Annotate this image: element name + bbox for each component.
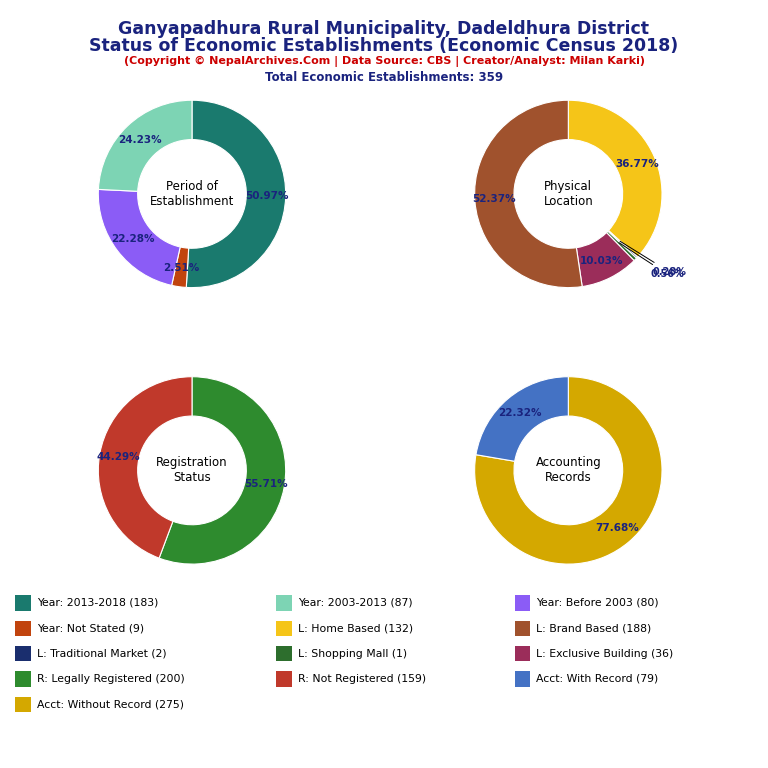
Wedge shape <box>98 190 180 286</box>
Text: Accounting
Records: Accounting Records <box>535 456 601 485</box>
Text: 2.51%: 2.51% <box>164 263 200 273</box>
Text: Period of
Establishment: Period of Establishment <box>150 180 234 208</box>
Text: 77.68%: 77.68% <box>594 523 638 533</box>
Text: R: Not Registered (159): R: Not Registered (159) <box>298 674 426 684</box>
Wedge shape <box>171 247 189 287</box>
Text: 36.77%: 36.77% <box>615 159 659 169</box>
Text: Registration
Status: Registration Status <box>156 456 228 485</box>
Text: Year: 2003-2013 (87): Year: 2003-2013 (87) <box>298 598 412 608</box>
Text: Year: Not Stated (9): Year: Not Stated (9) <box>37 623 144 634</box>
Text: Total Economic Establishments: 359: Total Economic Establishments: 359 <box>265 71 503 84</box>
Wedge shape <box>476 376 568 462</box>
Wedge shape <box>98 101 192 191</box>
Text: 50.97%: 50.97% <box>245 191 289 201</box>
Text: 55.71%: 55.71% <box>244 478 287 488</box>
Text: 22.32%: 22.32% <box>498 408 541 418</box>
Text: Acct: Without Record (275): Acct: Without Record (275) <box>37 699 184 710</box>
Text: Ganyapadhura Rural Municipality, Dadeldhura District: Ganyapadhura Rural Municipality, Dadeldh… <box>118 20 650 38</box>
Text: L: Exclusive Building (36): L: Exclusive Building (36) <box>536 648 674 659</box>
Wedge shape <box>607 230 637 258</box>
Text: Year: Before 2003 (80): Year: Before 2003 (80) <box>536 598 659 608</box>
Text: Status of Economic Establishments (Economic Census 2018): Status of Economic Establishments (Econo… <box>89 37 679 55</box>
Wedge shape <box>159 376 286 564</box>
Wedge shape <box>607 231 637 260</box>
Text: 10.03%: 10.03% <box>580 256 624 266</box>
Text: L: Traditional Market (2): L: Traditional Market (2) <box>37 648 167 659</box>
Text: 52.37%: 52.37% <box>472 194 515 204</box>
Text: (Copyright © NepalArchives.Com | Data Source: CBS | Creator/Analyst: Milan Karki: (Copyright © NepalArchives.Com | Data So… <box>124 56 644 67</box>
Text: 0.28%: 0.28% <box>620 241 686 276</box>
Text: Physical
Location: Physical Location <box>544 180 593 208</box>
Text: 0.56%: 0.56% <box>619 243 684 279</box>
Wedge shape <box>187 101 286 287</box>
Text: 24.23%: 24.23% <box>118 134 162 144</box>
Text: Year: 2013-2018 (183): Year: 2013-2018 (183) <box>37 598 158 608</box>
Wedge shape <box>98 376 192 558</box>
Text: L: Shopping Mall (1): L: Shopping Mall (1) <box>298 648 407 659</box>
Text: L: Home Based (132): L: Home Based (132) <box>298 623 413 634</box>
Wedge shape <box>576 233 634 286</box>
Text: 22.28%: 22.28% <box>111 234 154 244</box>
Text: 44.29%: 44.29% <box>97 452 140 462</box>
Text: R: Legally Registered (200): R: Legally Registered (200) <box>37 674 184 684</box>
Wedge shape <box>568 101 662 257</box>
Text: Acct: With Record (79): Acct: With Record (79) <box>536 674 658 684</box>
Wedge shape <box>475 376 662 564</box>
Text: L: Brand Based (188): L: Brand Based (188) <box>536 623 651 634</box>
Wedge shape <box>475 100 582 287</box>
